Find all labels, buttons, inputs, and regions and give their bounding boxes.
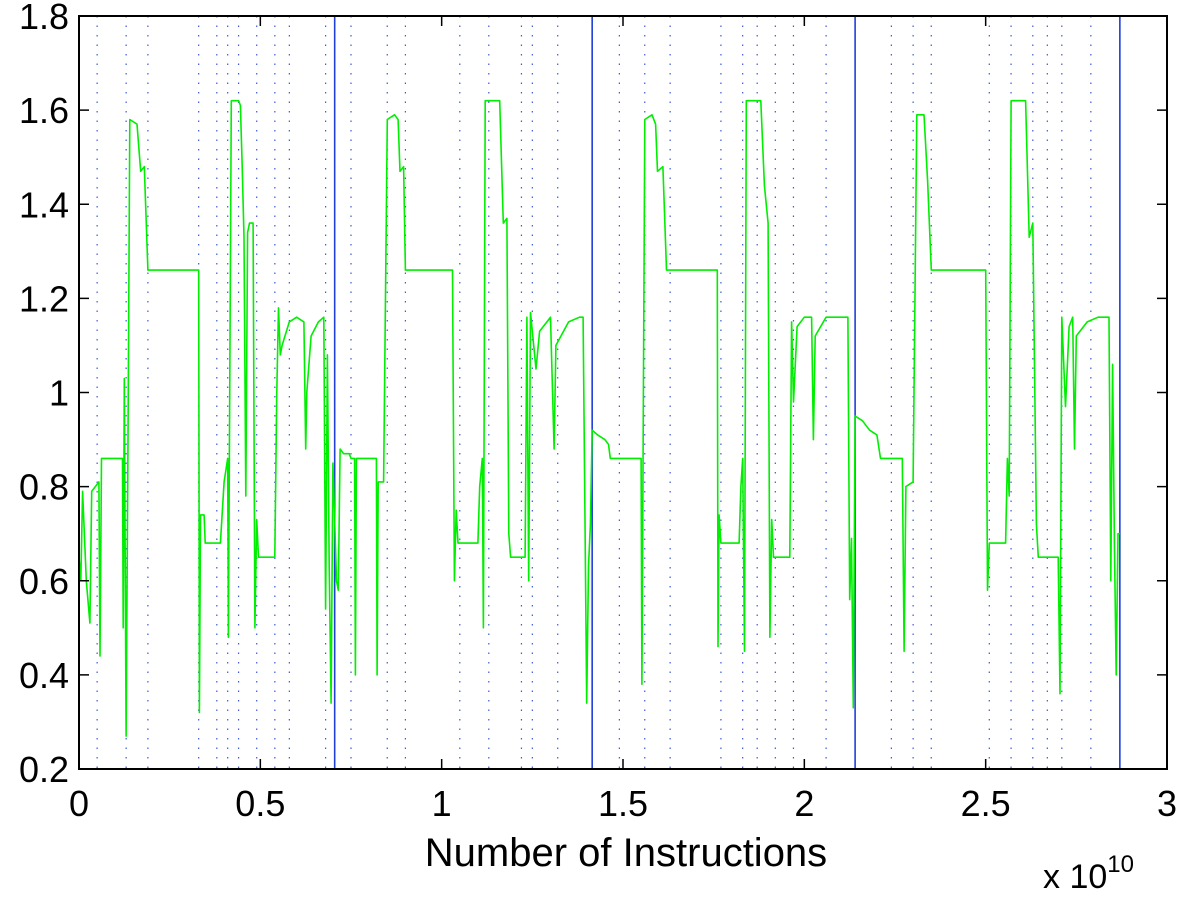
x-tick-label: 0 — [69, 783, 89, 824]
x-axis-title: Number of Instructions — [425, 831, 827, 875]
axis-ticks — [78, 15, 1168, 770]
x-tick-label: 2 — [794, 783, 814, 824]
plot-frame — [78, 15, 1168, 770]
x-exponent-power: 10 — [1107, 851, 1134, 878]
tick-labels: 0 0.5 1 1.5 2 2.5 3 0.2 0.4 0.6 0.8 1 1.2 1.4 1.6 1.8 — [19, 0, 1177, 824]
phase-boundaries — [96, 16, 1121, 769]
series-layer — [78, 99, 1120, 737]
series-line-0 — [78, 99, 1120, 737]
y-tick-label: 0.4 — [19, 655, 69, 696]
y-tick-label: 1.4 — [19, 184, 69, 225]
y-tick-label: 0.8 — [19, 467, 69, 508]
y-tick-label: 0.6 — [19, 561, 69, 602]
x-tick-label: 1.5 — [598, 783, 648, 824]
x-axis-exponent: x 1010 — [1043, 851, 1134, 895]
y-tick-label: 1 — [49, 373, 69, 414]
x-tick-label: 3 — [1157, 783, 1177, 824]
x-exponent-base: x 10 — [1043, 858, 1107, 895]
x-tick-label: 1 — [432, 783, 452, 824]
y-tick-label: 1.6 — [19, 90, 69, 131]
x-tick-label: 2.5 — [961, 783, 1011, 824]
x-tick-label: 0.5 — [235, 783, 285, 824]
y-tick-label: 1.8 — [19, 0, 69, 37]
y-tick-label: 1.2 — [19, 278, 69, 319]
y-tick-label: 0.2 — [19, 749, 69, 790]
